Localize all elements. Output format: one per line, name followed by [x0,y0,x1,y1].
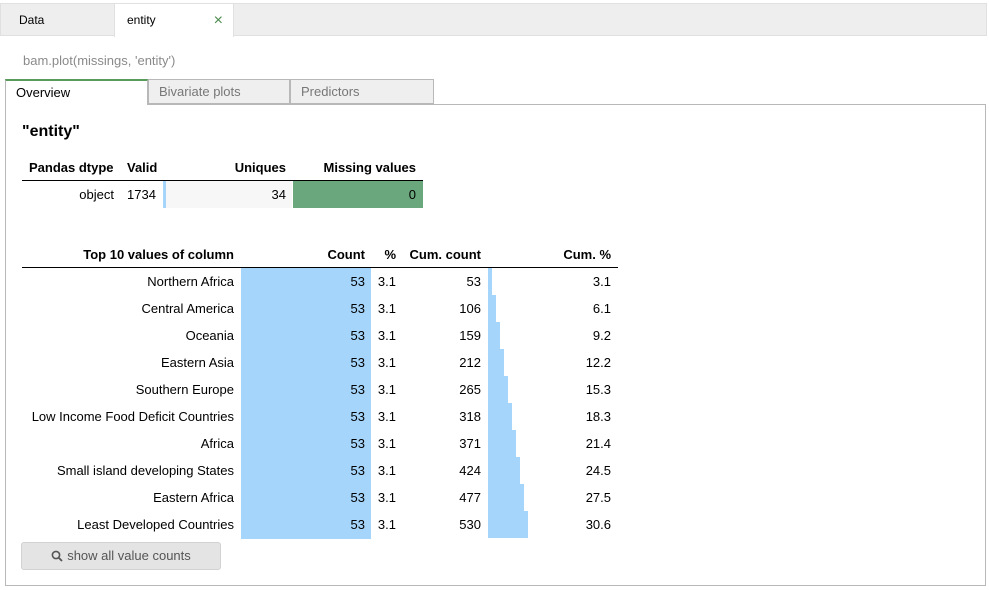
header-top-values: Top 10 values of column [83,247,234,262]
value-percent: 3.1 [377,355,396,370]
cum-percent-bar [488,430,516,457]
value-percent: 3.1 [377,463,396,478]
value-name: Southern Europe [135,382,234,397]
count-bar [241,268,371,539]
cum-percent-bar [488,403,512,430]
tab-overview[interactable]: Overview [5,79,148,105]
value-cum-count: 477 [459,490,481,505]
cum-percent-bar [488,295,496,322]
value-cum-percent: 27.5 [585,490,611,505]
document-tab-bar: Data entity × [0,3,987,37]
value-cum-percent: 3.1 [592,274,611,289]
value-percent: 3.1 [377,490,396,505]
column-title: "entity" [22,123,80,140]
value-cum-count: 53 [466,274,481,289]
value-name: Africa [200,436,234,451]
value-cum-percent: 12.2 [585,355,611,370]
value-cum-count: 530 [459,517,481,532]
code-line: bam.plot(missings, 'entity') [23,53,176,68]
value-percent: 3.1 [377,436,396,451]
value-percent: 3.1 [377,382,396,397]
header-dtype: Pandas dtype [29,160,114,175]
value-count: 53 [350,328,365,343]
value-percent: 3.1 [377,328,396,343]
cum-percent-bar [488,322,500,349]
uniques-cell-bg [166,181,292,208]
value-cum-percent: 6.1 [592,301,611,316]
uniques-value: 34 [271,187,286,202]
value-count: 53 [350,490,365,505]
show-all-value-counts-button[interactable]: show all value counts [21,542,221,570]
value-cum-count: 159 [459,328,481,343]
doc-tab-data[interactable]: Data [19,13,45,27]
cum-percent-bar [488,484,524,511]
header-uniques: Uniques [234,160,286,175]
value-name: Low Income Food Deficit Countries [31,409,234,424]
cum-percent-bar [488,349,504,376]
value-percent: 3.1 [377,517,396,532]
missing-value: 0 [408,187,416,202]
value-count: 53 [350,382,365,397]
header-cum-count: Cum. count [409,247,482,262]
value-count: 53 [350,301,365,316]
value-count: 53 [350,436,365,451]
missing-cell-bg [293,181,423,208]
value-name: Northern Africa [147,274,234,289]
value-name: Least Developed Countries [77,517,234,532]
show-all-label: show all value counts [67,548,191,563]
search-icon [51,550,63,562]
cum-percent-bar [488,511,528,538]
value-cum-percent: 15.3 [585,382,611,397]
value-count: 53 [350,409,365,424]
cum-percent-bar [488,268,492,295]
values-header-rule [22,267,618,268]
header-valid: Valid [127,160,158,175]
value-percent: 3.1 [377,409,396,424]
header-missing: Missing values [323,160,416,175]
value-cum-count: 212 [459,355,481,370]
tab-bivariate-plots[interactable]: Bivariate plots [148,79,290,104]
value-count: 53 [350,463,365,478]
header-percent: % [384,247,396,262]
value-percent: 3.1 [377,274,396,289]
summary-header-rule [22,180,423,181]
value-name: Eastern Asia [161,355,234,370]
doc-tab-entity-label: entity [127,13,156,27]
value-count: 53 [350,274,365,289]
value-count: 53 [350,517,365,532]
valid-value: 1734 [127,187,156,202]
value-cum-count: 318 [459,409,481,424]
value-cum-count: 371 [459,436,481,451]
value-cum-count: 424 [459,463,481,478]
dtype-value: object [79,187,114,202]
value-name: Central America [141,301,234,316]
tab-predictors[interactable]: Predictors [290,79,434,104]
cum-percent-bar [488,457,520,484]
close-icon[interactable]: × [213,12,223,29]
value-name: Small island developing States [56,463,234,478]
value-name: Eastern Africa [153,490,234,505]
value-cum-count: 265 [459,382,481,397]
value-count: 53 [350,355,365,370]
value-cum-percent: 18.3 [585,409,611,424]
value-cum-percent: 21.4 [585,436,611,451]
cum-percent-bar [488,376,508,403]
doc-tab-entity[interactable]: entity × [114,4,234,37]
value-percent: 3.1 [377,301,396,316]
value-name: Oceania [185,328,234,343]
valid-bar [163,181,166,208]
value-cum-percent: 9.2 [592,328,611,343]
header-cum-percent: Cum. % [563,247,611,262]
header-count: Count [327,247,365,262]
value-cum-percent: 30.6 [585,517,611,532]
value-cum-count: 106 [459,301,481,316]
value-cum-percent: 24.5 [585,463,611,478]
